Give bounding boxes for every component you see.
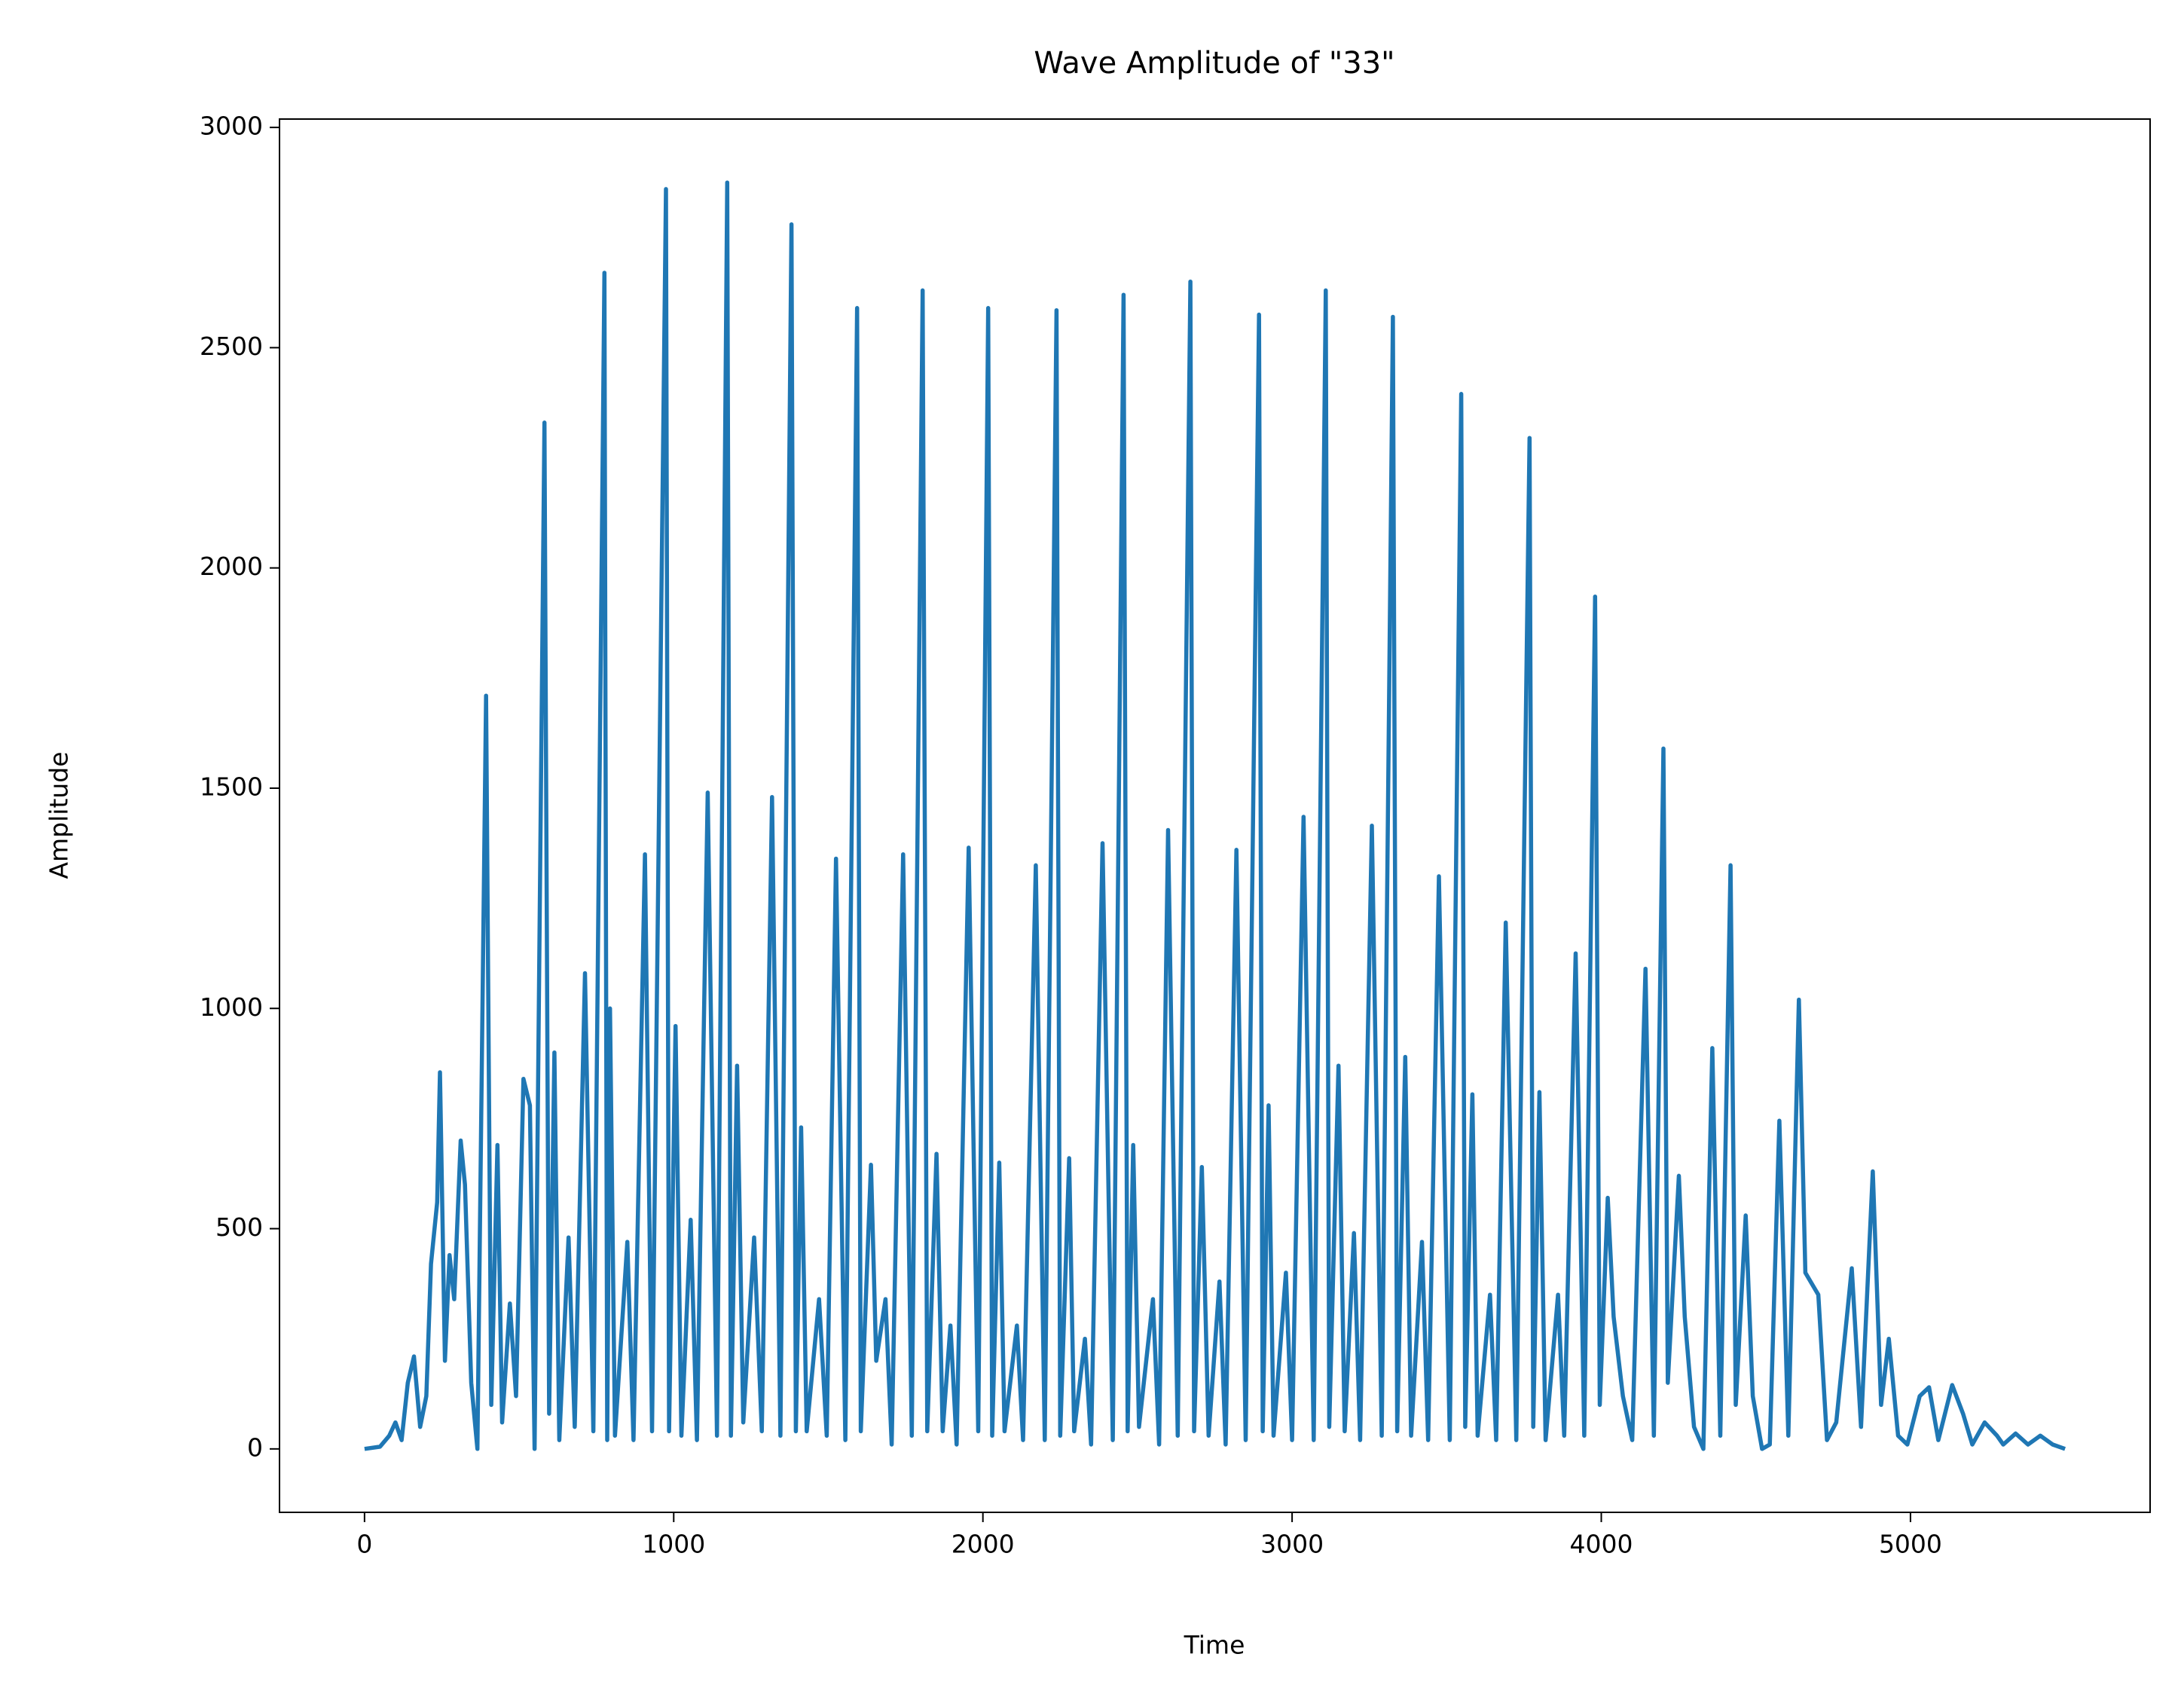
- y-tick-label: 3000: [200, 112, 263, 141]
- y-axis-label: Amplitude: [44, 751, 74, 879]
- x-tick-label: 3000: [1260, 1530, 1324, 1559]
- x-tick-label: 1000: [642, 1530, 705, 1559]
- y-tick-label: 1500: [200, 772, 263, 801]
- y-tick-label: 2500: [200, 332, 263, 361]
- x-tick-label: 2000: [951, 1530, 1015, 1559]
- y-tick-label: 0: [247, 1432, 263, 1462]
- y-tick-label: 2000: [200, 552, 263, 581]
- y-tick-label: 1000: [200, 992, 263, 1022]
- x-tick-label: 5000: [1879, 1530, 1942, 1559]
- data-line: [364, 180, 2066, 1451]
- chart-title: Wave Amplitude of "33": [1034, 46, 1394, 81]
- y-tick-label: 500: [215, 1212, 263, 1242]
- x-tick-label: 0: [356, 1530, 372, 1559]
- x-axis-label: Time: [1184, 1631, 1245, 1660]
- x-tick-label: 4000: [1570, 1530, 1633, 1559]
- plot-frame: [279, 118, 2151, 1513]
